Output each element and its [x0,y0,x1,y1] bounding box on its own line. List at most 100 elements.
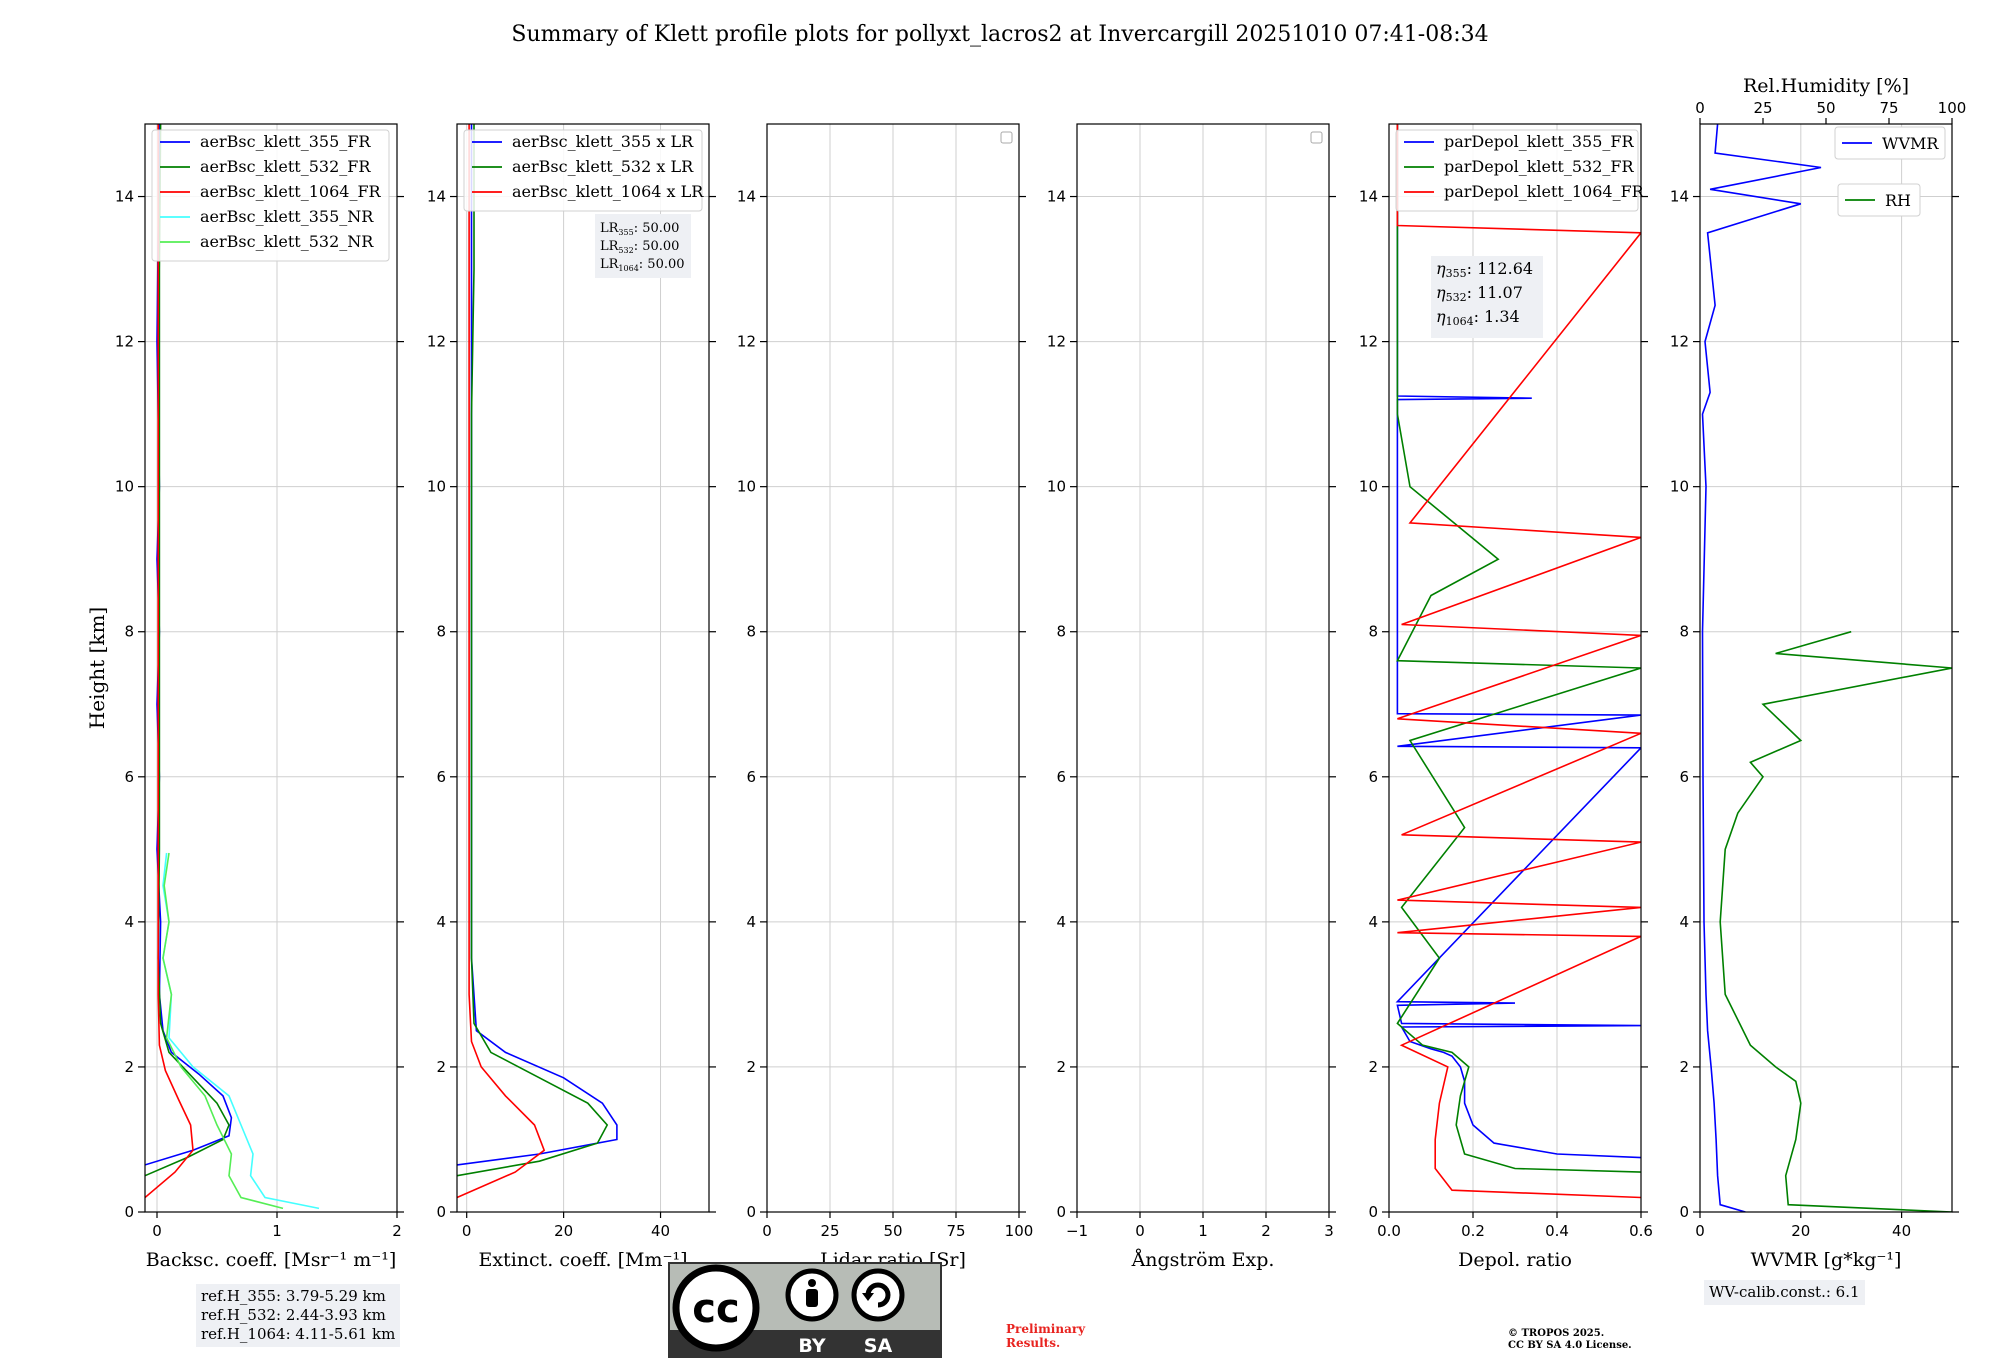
series-line-aerBsc_klett_532 x LR [457,124,609,1177]
panel-depol: 0.0 0.2 0.4 0.6 0 2 4 6 8 10 12 14 Depol. ratio parDe… [1359,123,1653,1271]
y-tick-label: 0 [1056,1203,1066,1221]
x-axis-label: Depol. ratio [1458,1249,1572,1271]
cc-by-sa-license-badge: cc BY SA [668,1262,942,1358]
y-tick-label: 4 [436,913,446,931]
copyright-note: © TROPOS 2025. CC BY SA 4.0 License. [1508,1328,1632,1352]
y-tick-label: 6 [436,768,446,786]
y-tick-label: 12 [737,333,756,351]
x-axis-label: WVMR [g*kg⁻¹] [1751,1249,1902,1271]
y-tick-label: 2 [1056,1058,1066,1076]
y-tick-label: 14 [1359,188,1378,206]
annotation-text: LR532: 50.00 [600,239,679,255]
plot-frame [1699,123,1953,1213]
y-tick-label: 8 [1056,623,1066,641]
y-tick-label: 4 [124,913,134,931]
top-x-tick-label: 50 [1816,99,1835,117]
y-tick-label: 8 [124,623,134,641]
annotation-text: η532: 11.07 [1436,283,1523,304]
y-tick-label: 0 [436,1203,446,1221]
y-tick-label: 4 [746,913,756,931]
y-tick-label: 14 [1670,188,1689,206]
annotation-text: η1064: 1.34 [1436,307,1520,328]
y-tick-label: 12 [115,333,134,351]
x-tick-label: −1 [1066,1222,1088,1240]
y-tick-label: 4 [1679,913,1689,931]
legend-label: WVMR [1882,134,1939,153]
series-line-parDepol_klett_355_FR [1395,124,1641,1159]
y-tick-label: 14 [1047,188,1066,206]
annotation-text: LR355: 50.00 [600,221,679,237]
y-tick-label: 10 [1359,478,1378,496]
x-axis-label: Extinct. coeff. [Mm⁻¹] [478,1249,687,1271]
y-tick-label: 0 [124,1203,134,1221]
annotation-box [595,214,691,278]
y-tick-label: 2 [436,1058,446,1076]
y-tick-label: 8 [1679,623,1689,641]
y-tick-label: 12 [1047,333,1066,351]
legend-label: aerBsc_klett_532 x LR [512,157,694,176]
cc-logo-icon [672,1264,760,1352]
series-line-RH [1719,630,1952,1212]
preliminary-line-2: Results. [1006,1336,1061,1350]
x-tick-label: 0 [762,1222,772,1240]
y-tick-label: 8 [436,623,446,641]
annotation-box [1431,256,1543,338]
x-tick-label: 2 [392,1222,402,1240]
top-x-tick-label: 25 [1753,99,1772,117]
y-tick-label: 4 [1368,913,1378,931]
annotation-text: η355: 112.64 [1436,259,1533,280]
y-tick-label: 14 [737,188,756,206]
preliminary-line-1: Preliminary [1006,1322,1086,1336]
x-tick-label: 0.2 [1461,1222,1485,1240]
x-tick-label: 40 [1892,1222,1911,1240]
legend-label: parDepol_klett_532_FR [1444,157,1635,176]
empty-legend-box [1310,131,1323,144]
y-tick-label: 10 [115,478,134,496]
series-line-WVMR [1701,124,1822,1212]
y-tick-label: 6 [124,768,134,786]
top-x-tick-label: 75 [1879,99,1898,117]
plot-frame [456,123,710,1213]
y-tick-label: 6 [1056,768,1066,786]
y-tick-label: 6 [746,768,756,786]
series-line-aerBsc_klett_532_NR [162,852,284,1210]
license-sa-label: SA [864,1335,893,1357]
empty-legend-box [1000,131,1013,144]
y-tick-label: 0 [1679,1203,1689,1221]
legend-box [463,129,703,212]
legend-box [1395,129,1639,212]
x-tick-label: 2 [1261,1222,1271,1240]
copyright-line-1: © TROPOS 2025. [1508,1328,1605,1339]
y-tick-label: 12 [1670,333,1689,351]
cc-logo-text: cc [692,1286,739,1332]
ref-height-532: ref.H_532: 2.44-3.93 km [201,1306,386,1324]
y-tick-label: 14 [115,188,134,206]
x-tick-label: 0.4 [1545,1222,1569,1240]
y-tick-label: 6 [1679,768,1689,786]
series-line-aerBsc_klett_355_NR [162,852,320,1210]
ref-height-1064: ref.H_1064: 4.11-5.61 km [201,1325,396,1343]
y-tick-label: 2 [1368,1058,1378,1076]
y-tick-label: 8 [1368,623,1378,641]
y-tick-label: 14 [427,188,446,206]
panel-wvmr: 0 20 40 0 2 4 6 8 10 12 14 WVMR [g*kg⁻¹] 0 25 50 75 100 R… [1670,75,1966,1271]
y-tick-label: 2 [1679,1058,1689,1076]
x-tick-label: 100 [1005,1222,1034,1240]
y-tick-label: 8 [746,623,756,641]
legend-box [1834,126,1946,160]
x-tick-label: 0 [1135,1222,1145,1240]
x-tick-label: 40 [651,1222,670,1240]
ref-height-355: ref.H_355: 3.79-5.29 km [201,1287,386,1305]
x-tick-label: 1 [272,1222,282,1240]
legend-box [1837,183,1921,217]
x-tick-label: 0 [1695,1222,1705,1240]
x-tick-label: 25 [820,1222,839,1240]
x-tick-label: 1 [1198,1222,1208,1240]
legend-label: aerBsc_klett_532_NR [200,232,374,251]
x-tick-label: 20 [1791,1222,1810,1240]
copyright-line-2: CC BY SA 4.0 License. [1508,1340,1632,1351]
legend-label: aerBsc_klett_532_FR [200,157,371,176]
license-by-label: BY [798,1335,825,1357]
